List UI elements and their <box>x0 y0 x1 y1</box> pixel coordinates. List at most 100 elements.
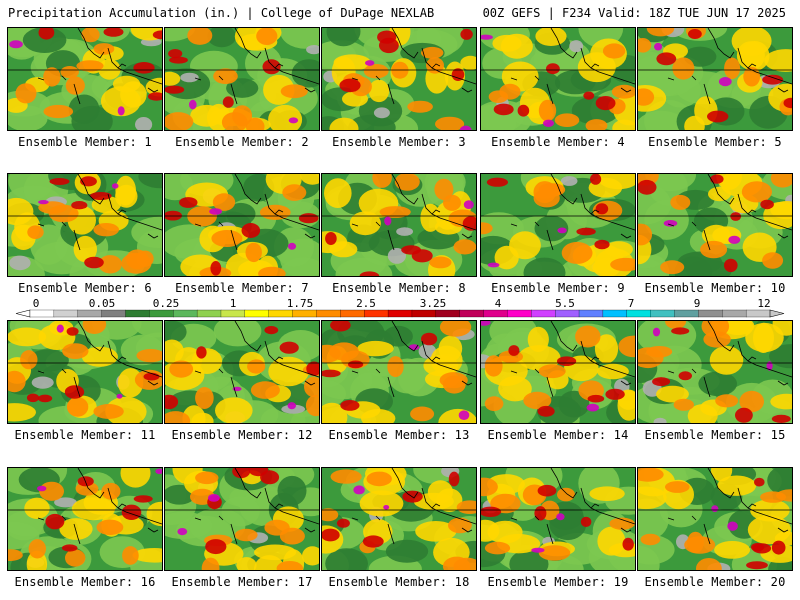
precip-map <box>165 321 319 423</box>
ensemble-member-panel <box>164 467 320 571</box>
colorbar-swatch <box>292 309 317 318</box>
colorbar-swatch <box>531 309 556 318</box>
colorbar-tick-label: 12 <box>757 297 771 310</box>
colorbar-swatch <box>125 309 150 318</box>
colorbar-swatch <box>196 309 222 318</box>
ensemble-member-panel <box>480 27 636 131</box>
colorbar-swatch <box>602 309 628 318</box>
ensemble-member-label: Ensemble Member: 8 <box>332 281 466 295</box>
ensemble-member-panel <box>480 467 636 571</box>
colorbar-swatch <box>220 309 246 318</box>
colorbar-tick-label: 0.25 <box>152 297 180 310</box>
colorbar-swatch <box>101 309 126 318</box>
ensemble-member-label: Ensemble Member: 10 <box>644 281 786 295</box>
colorbar-swatch <box>244 309 270 318</box>
colorbar-swatch <box>578 309 604 318</box>
precip-map <box>322 28 476 130</box>
ensemble-member-label: Ensemble Member: 14 <box>487 428 629 442</box>
ensemble-member-panel <box>637 467 793 571</box>
colorbar-swatch <box>29 309 55 318</box>
colorbar-swatch <box>626 309 652 318</box>
ensemble-member-label: Ensemble Member: 16 <box>14 575 156 589</box>
colorbar-swatch <box>507 309 532 318</box>
run-info: 00Z GEFS | F234 Valid: 18Z TUE JUN 17 20… <box>482 6 786 20</box>
colorbar-tick-label: 0 <box>32 297 40 310</box>
precip-map <box>322 321 476 423</box>
colorbar-right-arrow <box>769 309 785 318</box>
colorbar-tick-label: 0.05 <box>88 297 116 310</box>
colorbar-swatch <box>745 309 771 318</box>
ensemble-member-panel <box>480 173 636 277</box>
precip-map <box>481 321 635 423</box>
precip-map <box>8 468 162 570</box>
colorbar-swatch <box>364 309 389 318</box>
precip-map <box>638 468 792 570</box>
precip-map <box>165 174 319 276</box>
ensemble-member-panel <box>637 173 793 277</box>
ensemble-member-panel <box>7 320 163 424</box>
colorbar-swatch <box>268 309 294 318</box>
precip-map <box>481 28 635 130</box>
colorbar-swatch <box>316 309 341 318</box>
ensemble-member-label: Ensemble Member: 3 <box>332 135 466 149</box>
ensemble-member-label: Ensemble Member: 1 <box>18 135 152 149</box>
colorbar-swatch <box>411 309 437 318</box>
ensemble-member-label: Ensemble Member: 7 <box>175 281 309 295</box>
precip-map <box>638 28 792 130</box>
ensemble-member-panel <box>480 320 636 424</box>
ensemble-member-label: Ensemble Member: 6 <box>18 281 152 295</box>
precip-map <box>322 174 476 276</box>
ensemble-member-label: Ensemble Member: 19 <box>487 575 629 589</box>
ensemble-member-label: Ensemble Member: 5 <box>648 135 782 149</box>
ensemble-member-panel <box>7 27 163 131</box>
colorbar-swatch <box>173 309 198 318</box>
ensemble-member-label: Ensemble Member: 13 <box>328 428 470 442</box>
ensemble-member-label: Ensemble Member: 17 <box>171 575 313 589</box>
ensemble-member-label: Ensemble Member: 20 <box>644 575 786 589</box>
colorbar-swatch <box>459 309 484 318</box>
precip-map <box>8 28 162 130</box>
ensemble-member-panel <box>321 320 477 424</box>
colorbar-tick-label: 2.5 <box>356 297 376 310</box>
ensemble-member-panel <box>321 467 477 571</box>
colorbar-tick-label: 1 <box>229 297 237 310</box>
precip-map <box>481 174 635 276</box>
ensemble-member-panel <box>164 173 320 277</box>
ensemble-member-panel <box>164 27 320 131</box>
precip-map <box>322 468 476 570</box>
colorbar-swatch <box>53 309 79 318</box>
precip-map <box>638 321 792 423</box>
colorbar-swatch <box>340 309 365 318</box>
precip-map <box>165 28 319 130</box>
colorbar-swatch <box>555 309 580 318</box>
colorbar-swatch <box>650 309 675 318</box>
precip-map <box>8 174 162 276</box>
colorbar-tick-label: 4 <box>494 297 502 310</box>
ensemble-member-panel <box>321 173 477 277</box>
color-scale-bar <box>15 309 785 318</box>
ensemble-member-label: Ensemble Member: 18 <box>328 575 470 589</box>
ensemble-member-label: Ensemble Member: 15 <box>644 428 786 442</box>
colorbar-swatch <box>698 309 723 318</box>
colorbar-swatch <box>674 309 699 318</box>
colorbar-left-arrow <box>15 309 31 318</box>
ensemble-member-label: Ensemble Member: 12 <box>171 428 313 442</box>
colorbar-swatch <box>722 309 747 318</box>
precip-map <box>165 468 319 570</box>
ensemble-member-panel <box>637 27 793 131</box>
colorbar-swatch <box>387 309 413 318</box>
colorbar-tick-label: 9 <box>693 297 701 310</box>
ensemble-member-label: Ensemble Member: 11 <box>14 428 156 442</box>
ensemble-member-panel <box>164 320 320 424</box>
page-title: Precipitation Accumulation (in.) | Colle… <box>8 6 435 20</box>
colorbar-tick-label: 7 <box>627 297 635 310</box>
colorbar-swatch <box>77 309 103 318</box>
ensemble-member-label: Ensemble Member: 2 <box>175 135 309 149</box>
colorbar-tick-label: 3.25 <box>419 297 447 310</box>
precip-map <box>481 468 635 570</box>
ensemble-member-label: Ensemble Member: 4 <box>491 135 625 149</box>
colorbar-tick-label: 5.5 <box>555 297 575 310</box>
colorbar-swatch <box>483 309 508 318</box>
precip-map <box>8 321 162 423</box>
colorbar-swatch <box>435 309 461 318</box>
